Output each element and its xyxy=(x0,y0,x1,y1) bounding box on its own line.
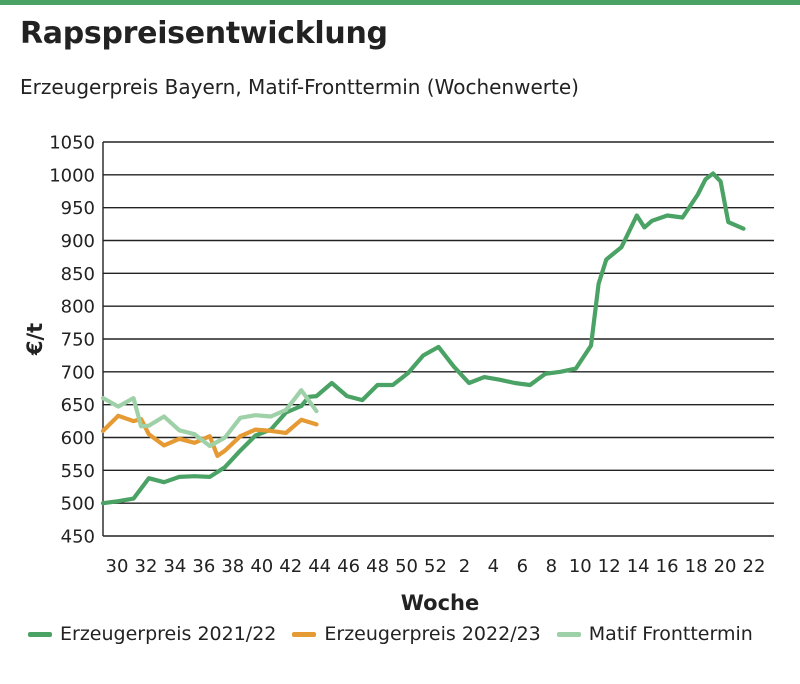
series-layer xyxy=(100,171,746,506)
x-tick-label: 2 xyxy=(459,556,470,577)
y-tick-label: 700 xyxy=(61,362,95,383)
chart-title: Rapspreisentwicklung xyxy=(20,16,388,51)
x-tick-label: 44 xyxy=(308,556,331,577)
legend-item-2022-23[interactable]: Erzeugerpreis 2022/23 xyxy=(292,623,541,645)
legend-label-matif: Matif Fronttermin xyxy=(588,623,753,645)
y-tick-label: 1000 xyxy=(49,165,95,186)
series-line-matif xyxy=(100,388,319,449)
y-tick-label: 650 xyxy=(61,395,95,416)
grid-layer xyxy=(102,141,774,537)
x-tick-label: 4 xyxy=(488,556,499,577)
y-tick-label: 800 xyxy=(61,297,95,318)
y-tick-label: 1050 xyxy=(49,133,95,154)
legend-swatch-matif xyxy=(556,631,581,637)
x-axis-label: Woche xyxy=(401,591,479,615)
x-tick-label: 30 xyxy=(106,556,129,577)
price-line-chart: 4505005506006507007508008509009501000105… xyxy=(23,133,774,615)
x-tick-label: 22 xyxy=(743,556,766,577)
x-tick-label: 46 xyxy=(337,556,360,577)
legend-swatch-2022-23 xyxy=(292,631,317,637)
x-tick-label: 14 xyxy=(627,556,650,577)
x-tick-label: 20 xyxy=(714,556,737,577)
y-tick-label: 500 xyxy=(61,494,95,515)
chart-legend: Erzeugerpreis 2021/22 Erzeugerpreis 2022… xyxy=(28,622,769,646)
legend-item-matif[interactable]: Matif Fronttermin xyxy=(556,623,753,645)
legend-label-2022-23: Erzeugerpreis 2022/23 xyxy=(324,623,541,645)
x-tick-label: 6 xyxy=(517,556,528,577)
x-tick-label: 50 xyxy=(395,556,418,577)
y-tick-label: 850 xyxy=(61,264,95,285)
y-tick-labels: 450 500 550 600 650 700 750 800 850 900 950 1000 105… xyxy=(49,133,95,548)
legend-swatch-2021-22 xyxy=(28,631,52,637)
x-tick-label: 34 xyxy=(163,556,186,577)
x-tick-label: 38 xyxy=(221,556,244,577)
x-tick-label: 52 xyxy=(424,556,447,577)
series-line-2021-22 xyxy=(100,171,746,506)
x-tick-label: 32 xyxy=(135,556,158,577)
chart-subtitle: Erzeugerpreis Bayern, Matif-Fronttermin … xyxy=(20,75,579,99)
legend-item-2021-22[interactable]: Erzeugerpreis 2021/22 xyxy=(28,623,276,645)
y-tick-label: 450 xyxy=(61,527,95,548)
x-tick-label: 48 xyxy=(366,556,389,577)
y-tick-label: 600 xyxy=(61,428,95,449)
x-tick-label: 10 xyxy=(569,556,592,577)
x-tick-label: 16 xyxy=(656,556,679,577)
y-tick-label: 950 xyxy=(61,198,95,219)
series-line-2022-23 xyxy=(100,413,319,458)
top-accent-rule xyxy=(0,0,800,5)
y-tick-label: 900 xyxy=(61,231,95,252)
y-tick-label: 550 xyxy=(61,461,95,482)
x-tick-label: 18 xyxy=(685,556,708,577)
x-tick-label: 42 xyxy=(279,556,302,577)
x-tick-labels: 30 32 34 36 38 40 42 44 46 48 50 52 2 4 6 8 10 12 14 16 18 20… xyxy=(106,556,766,577)
x-tick-label: 36 xyxy=(192,556,215,577)
legend-label-2021-22: Erzeugerpreis 2021/22 xyxy=(60,623,277,645)
y-axis-label: €/t xyxy=(23,323,47,356)
x-tick-label: 8 xyxy=(546,556,557,577)
x-tick-label: 40 xyxy=(250,556,273,577)
x-tick-label: 12 xyxy=(598,556,621,577)
y-tick-label: 750 xyxy=(61,330,95,351)
